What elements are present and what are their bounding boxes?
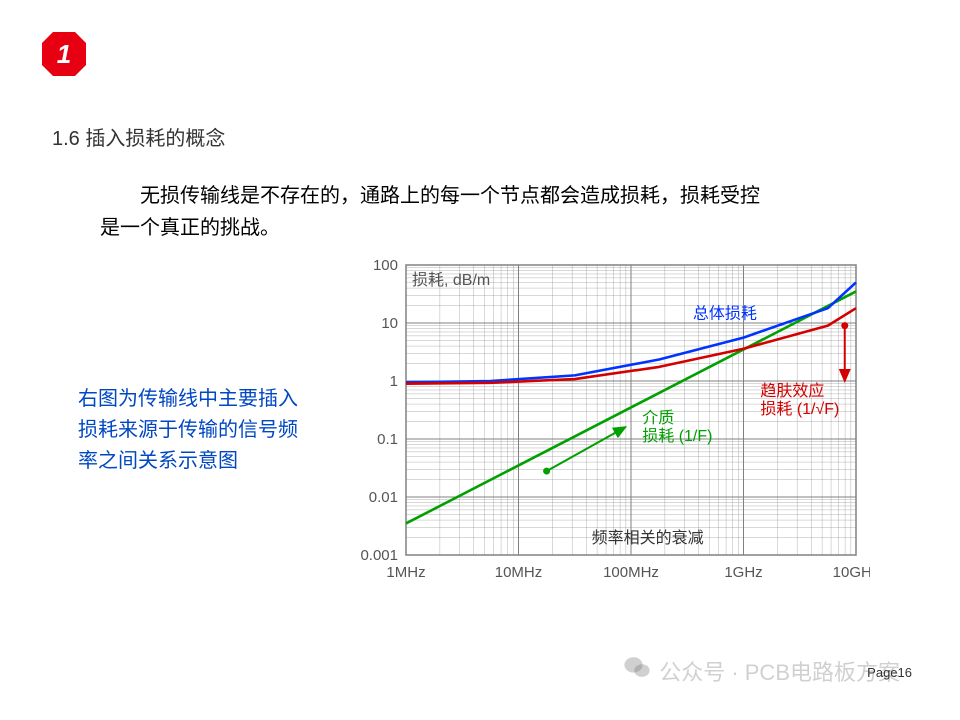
svg-text:10MHz: 10MHz	[495, 564, 543, 581]
watermark-text: 公众号 · PCB电路板方案	[659, 655, 900, 687]
svg-text:0.01: 0.01	[369, 489, 398, 506]
svg-text:0.001: 0.001	[360, 547, 398, 564]
svg-text:10GHz: 10GHz	[833, 564, 870, 581]
page-number: Page16	[867, 665, 912, 680]
paragraph-line-2: 是一个真正的挑战。	[100, 217, 280, 239]
insertion-loss-chart: 1MHz 10MHz 100MHz 1GHz 10GHz 0.001 0.01 0.1 1 10 1…	[340, 255, 870, 595]
svg-text:频率相关的衰减: 频率相关的衰减	[592, 529, 704, 547]
wechat-icon	[623, 653, 651, 688]
svg-text:1: 1	[390, 373, 398, 390]
chapter-badge: 1	[40, 30, 88, 78]
paragraph-line-1: 无损传输线是不存在的，通路上的每一个节点都会造成损耗，损耗受控	[100, 180, 900, 212]
svg-text:0.1: 0.1	[377, 431, 398, 448]
svg-text:100: 100	[373, 257, 398, 274]
svg-text:介质: 介质	[642, 409, 674, 427]
svg-text:趋肤效应: 趋肤效应	[760, 381, 824, 400]
svg-text:损耗, dB/m: 损耗, dB/m	[412, 271, 490, 289]
section-title: 1.6 插入损耗的概念	[52, 122, 225, 151]
svg-text:10: 10	[381, 315, 398, 332]
svg-text:损耗 (1/√F): 损耗 (1/√F)	[760, 400, 839, 418]
svg-text:100MHz: 100MHz	[603, 564, 659, 581]
svg-text:总体损耗: 总体损耗	[693, 304, 757, 322]
svg-text:1MHz: 1MHz	[386, 564, 425, 581]
chapter-number: 1	[40, 30, 88, 78]
svg-text:1GHz: 1GHz	[724, 564, 762, 581]
watermark: 公众号 · PCB电路板方案	[623, 653, 900, 688]
body-paragraph: 无损传输线是不存在的，通路上的每一个节点都会造成损耗，损耗受控 是一个真正的挑战…	[100, 180, 900, 244]
svg-text:损耗 (1/F): 损耗 (1/F)	[642, 427, 712, 445]
figure-caption: 右图为传输线中主要插入损耗来源于传输的信号频率之间关系示意图	[78, 384, 298, 477]
